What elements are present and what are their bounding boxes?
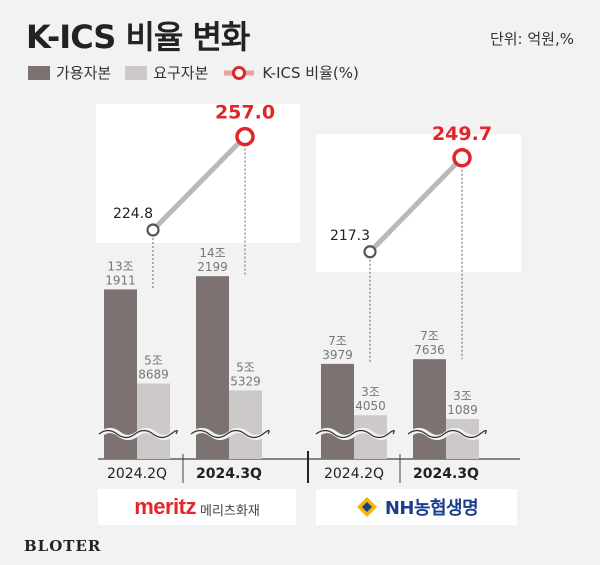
bar-required-label: 5조 bbox=[144, 354, 163, 368]
bar-required-label: 5329 bbox=[230, 374, 261, 388]
ratio-point bbox=[452, 148, 472, 168]
bar-required-label: 1089 bbox=[447, 403, 478, 417]
ratio-point bbox=[235, 126, 255, 147]
legend-item-ratio: K-ICS 비율(%) bbox=[222, 62, 359, 83]
ratio-value-label: 224.8 bbox=[113, 206, 153, 222]
bar-required-capital bbox=[137, 383, 170, 459]
bar-available-label: 7636 bbox=[414, 343, 445, 357]
brand-logo: BLOTER bbox=[24, 537, 102, 555]
legend-swatch-available bbox=[28, 65, 50, 80]
bar-available-label: 3979 bbox=[322, 348, 353, 362]
bar-available-label: 13조 bbox=[107, 259, 133, 273]
legend-item-required: 요구자본 bbox=[125, 62, 208, 83]
x-tick-label: 2024.2Q bbox=[107, 466, 167, 482]
x-tick-label: 2024.3Q bbox=[196, 466, 262, 482]
ratio-point bbox=[146, 223, 160, 237]
legend-ratio-icon bbox=[224, 65, 255, 80]
bar-available-capital bbox=[413, 359, 446, 459]
unit-label: 단위: 억원,% bbox=[489, 30, 574, 48]
bar-required-label: 5조 bbox=[236, 360, 255, 374]
ratio-value-label: 257.0 bbox=[215, 102, 275, 124]
ratio-value-label: 249.7 bbox=[432, 123, 492, 145]
nh-logo-word: NH농협생명 bbox=[384, 498, 479, 519]
logo-meritz: meritz 메리츠화재 bbox=[98, 489, 296, 525]
legend-swatch-required bbox=[125, 65, 148, 80]
axis-break-line bbox=[407, 429, 487, 439]
x-tick-label: 2024.2Q bbox=[324, 466, 384, 482]
logo-nh: NH농협생명 bbox=[316, 489, 517, 525]
bar-required-capital bbox=[229, 390, 262, 459]
chart-title: K-ICS 비율 변화 bbox=[26, 18, 250, 56]
bar-required-label: 3조 bbox=[453, 389, 472, 403]
ratio-panel-background bbox=[96, 104, 300, 243]
nh-emblem-icon bbox=[356, 497, 377, 517]
meritz-logo-korean: 메리츠화재 bbox=[199, 503, 260, 519]
legend-label-ratio: K-ICS 비율(%) bbox=[262, 64, 359, 82]
axis-break-line bbox=[190, 429, 270, 439]
axis-break-line bbox=[98, 429, 178, 439]
bar-available-label: 7조 bbox=[328, 334, 347, 348]
legend-label-required: 요구자본 bbox=[153, 64, 209, 82]
bar-available-capital bbox=[321, 363, 354, 459]
ratio-point bbox=[363, 245, 377, 259]
ratio-value-label: 217.3 bbox=[330, 228, 370, 244]
ratio-line bbox=[151, 134, 247, 232]
ratio-line bbox=[368, 156, 464, 254]
bar-available-label: 14조 bbox=[199, 246, 225, 260]
x-tick-label: 2024.3Q bbox=[413, 466, 479, 482]
bar-required-label: 8689 bbox=[138, 368, 169, 382]
bar-required-label: 4050 bbox=[355, 399, 386, 413]
legend-item-available: 가용자본 bbox=[28, 62, 111, 83]
legend: 가용자본 요구자본 K-ICS 비율(%) bbox=[28, 62, 359, 83]
axis-break-line bbox=[315, 429, 395, 439]
meritz-logo-word: meritz bbox=[134, 494, 196, 519]
legend-label-available: 가용자본 bbox=[56, 64, 112, 82]
bar-required-label: 3조 bbox=[361, 385, 380, 399]
bar-available-label: 1911 bbox=[105, 273, 136, 287]
bar-available-label: 7조 bbox=[420, 329, 439, 343]
bar-available-label: 2199 bbox=[197, 260, 228, 274]
